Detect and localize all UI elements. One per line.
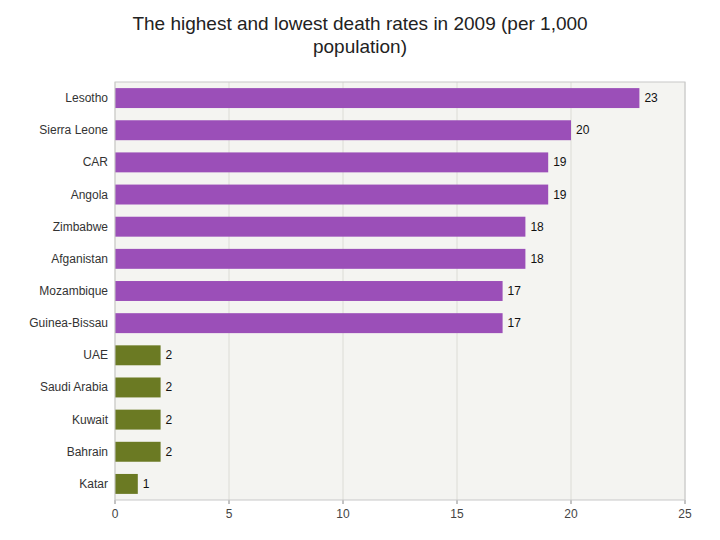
- title-line: The highest and lowest death rates in 20…: [132, 13, 587, 34]
- tick-mark: [343, 500, 344, 504]
- data-label: 19: [553, 188, 567, 202]
- chart-svg: The highest and lowest death rates in 20…: [0, 0, 720, 540]
- data-label: 17: [508, 316, 522, 330]
- chart-title: The highest and lowest death rates in 20…: [132, 13, 587, 57]
- category-label: Guinea-Bissau: [29, 316, 108, 330]
- data-label: 2: [166, 413, 173, 427]
- data-label: 2: [166, 348, 173, 362]
- y-axis: Lesotho Sierra Leone CAR Angola Zimbabwe Afga…: [29, 91, 108, 491]
- category-label: Kuwait: [72, 413, 109, 427]
- data-label: 1: [143, 477, 150, 491]
- plot-frame: [115, 82, 685, 500]
- bar: [115, 313, 503, 333]
- category-label: Afganistan: [51, 252, 108, 266]
- category-label: CAR: [83, 155, 109, 169]
- category-label: UAE: [83, 348, 108, 362]
- data-label: 18: [530, 252, 544, 266]
- bar: [115, 442, 161, 462]
- category-label: Angola: [71, 188, 109, 202]
- category-label: Lesotho: [65, 91, 108, 105]
- category-label: Katar: [79, 477, 108, 491]
- bar: [115, 249, 525, 269]
- data-label: 17: [508, 284, 522, 298]
- tick-label: 15: [450, 507, 464, 521]
- bar: [115, 281, 503, 301]
- category-label: Bahrain: [67, 445, 108, 459]
- data-label: 23: [644, 91, 658, 105]
- tick-label: 20: [564, 507, 578, 521]
- tick-mark: [685, 500, 686, 504]
- data-label: 2: [166, 380, 173, 394]
- tick-label: 25: [678, 507, 692, 521]
- data-labels: 23 20 19 19 18 18 17 17 2 2 2 2 1: [143, 91, 658, 491]
- tick-mark: [457, 500, 458, 504]
- bar: [115, 474, 138, 494]
- title-line: population): [313, 36, 407, 57]
- category-label: Mozambique: [39, 284, 108, 298]
- plot-background: [115, 82, 685, 500]
- data-label: 20: [576, 123, 590, 137]
- bar: [115, 185, 548, 205]
- tick-mark: [229, 500, 230, 504]
- tick-label: 0: [112, 507, 119, 521]
- tick-label: 10: [336, 507, 350, 521]
- grid-line: [571, 82, 572, 500]
- category-label: Sierra Leone: [39, 123, 108, 137]
- tick-label: 5: [226, 507, 233, 521]
- tick-mark: [571, 500, 572, 504]
- category-label: Zimbabwe: [53, 220, 109, 234]
- bars: [115, 88, 639, 494]
- tick-mark: [115, 500, 116, 504]
- bar: [115, 120, 571, 140]
- data-label: 2: [166, 445, 173, 459]
- bar: [115, 217, 525, 237]
- bar: [115, 88, 639, 108]
- chart-container: The highest and lowest death rates in 20…: [0, 0, 720, 540]
- data-label: 18: [530, 220, 544, 234]
- x-grid: [115, 82, 685, 500]
- bar: [115, 152, 548, 172]
- bar: [115, 345, 161, 365]
- data-label: 19: [553, 155, 567, 169]
- x-axis: 0 5 10 15 20 25: [112, 500, 692, 521]
- bar: [115, 377, 161, 397]
- category-label: Saudi Arabia: [40, 380, 108, 394]
- bar: [115, 410, 161, 430]
